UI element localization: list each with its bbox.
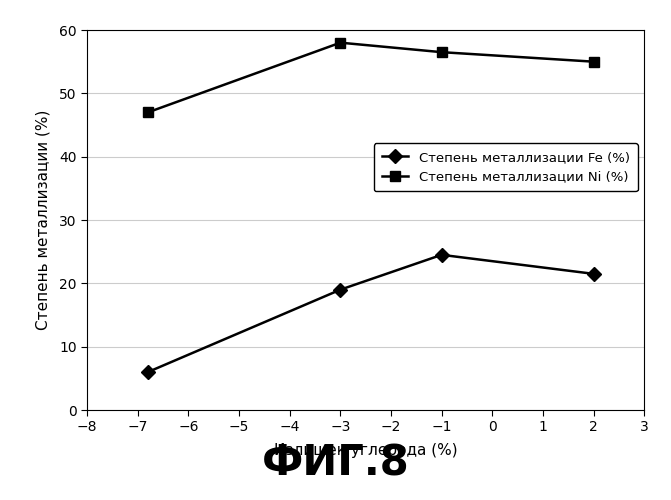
X-axis label: Излишек углерода (%): Излишек углерода (%) (274, 443, 458, 458)
Text: ФИГ.8: ФИГ.8 (262, 443, 409, 485)
Line: Степень металлизации Fe (%): Степень металлизации Fe (%) (143, 250, 599, 377)
Legend: Степень металлизации Fe (%), Степень металлизации Ni (%): Степень металлизации Fe (%), Степень мет… (374, 143, 637, 192)
Степень металлизации Fe (%) (590, 271, 598, 277)
Степень металлизации Fe (%) (437, 252, 446, 258)
Степень металлизации Ni (%) (437, 49, 446, 55)
Line: Степень металлизации Ni (%): Степень металлизации Ni (%) (143, 38, 599, 117)
Степень металлизации Fe (%) (144, 369, 152, 375)
Степень металлизации Fe (%) (336, 286, 344, 292)
Y-axis label: Степень металлизации (%): Степень металлизации (%) (36, 110, 51, 330)
Степень металлизации Ni (%) (590, 58, 598, 64)
Степень металлизации Ni (%) (336, 40, 344, 46)
Степень металлизации Ni (%) (144, 110, 152, 116)
